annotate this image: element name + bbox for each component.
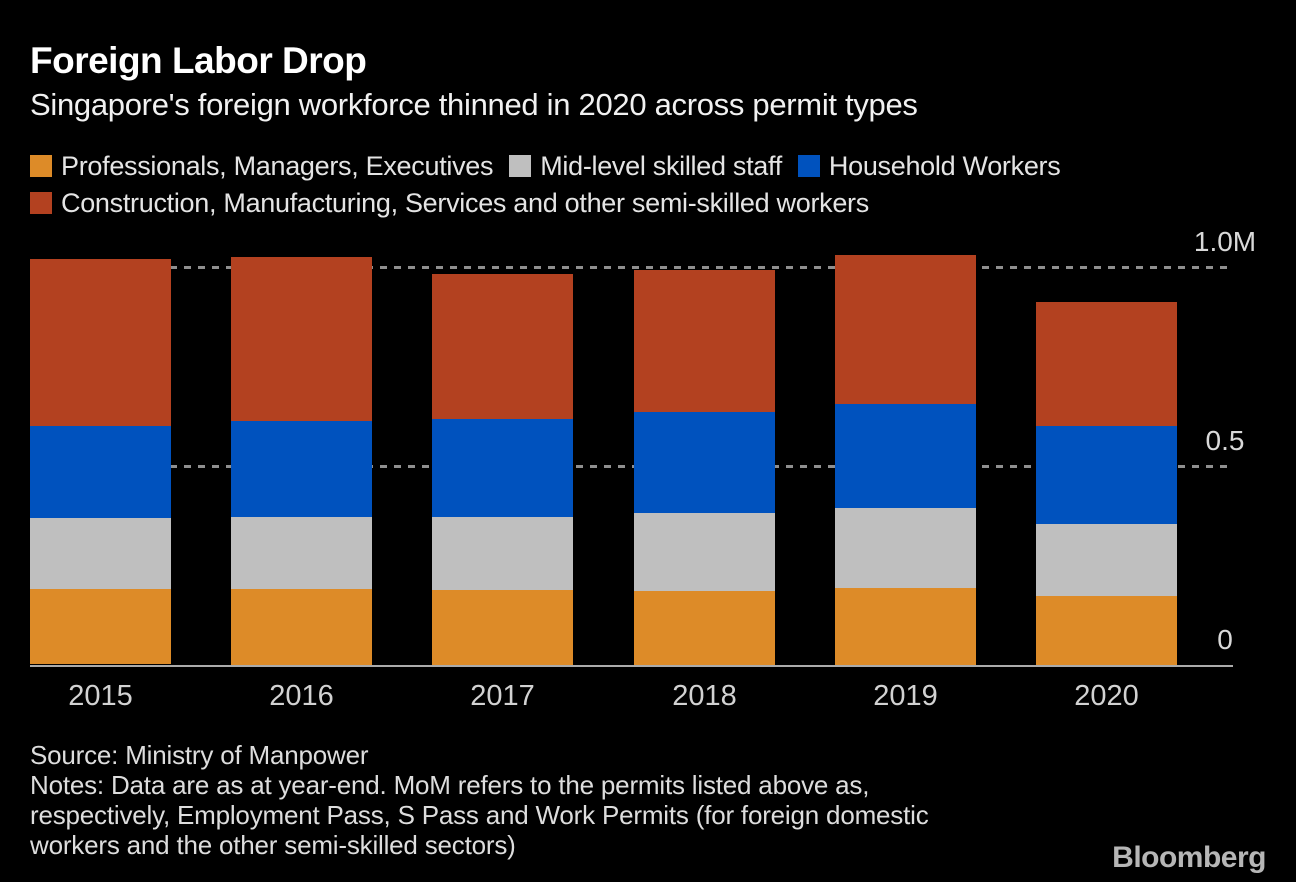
notes-line: respectively, Employment Pass, S Pass an… — [30, 800, 929, 830]
notes-line: workers and the other semi-skilled secto… — [30, 830, 516, 860]
x-axis-label-2017: 2017 — [470, 680, 535, 712]
legend-item-pme: Professionals, Managers, Executives — [30, 150, 494, 182]
segment-2017-professionals — [432, 590, 573, 665]
segment-2016-mid-level-skilled-staff — [231, 517, 372, 589]
page-title: Foreign Labor Drop — [30, 40, 367, 81]
y-axis-label-0: 0 — [1217, 624, 1233, 655]
segment-2018-household-workers — [634, 412, 775, 513]
legend: Professionals, Managers, Executives Mid-… — [30, 151, 1076, 225]
bar-2020 — [1036, 302, 1177, 665]
page-subtitle: Singapore's foreign workforce thinned in… — [30, 87, 918, 122]
segment-2019-household-workers — [835, 404, 976, 508]
segment-2017-construction — [432, 274, 573, 419]
x-axis-label-2020: 2020 — [1074, 680, 1139, 712]
y-axis-label-0.5: 0.5 — [1205, 425, 1245, 456]
bar-2019 — [835, 255, 976, 665]
legend-item-construction: Construction, Manufacturing, Services an… — [30, 188, 869, 219]
segment-2019-mid-level-skilled-staff — [835, 508, 976, 588]
notes-line: Notes: Data are as at year-end. MoM refe… — [30, 770, 870, 800]
x-axis-line — [30, 665, 1233, 667]
segment-2016-professionals — [231, 589, 372, 665]
legend-item-household: Household Workers — [797, 150, 1061, 182]
x-axis-label-2015: 2015 — [68, 680, 133, 712]
source-text: Source: Ministry of Manpower — [30, 740, 369, 770]
segment-2020-mid-level-skilled-staff — [1036, 524, 1177, 596]
bar-2015 — [30, 259, 171, 665]
segment-2015-construction — [30, 259, 171, 426]
y-axis-label-1.0M: 1.0M — [1193, 226, 1257, 257]
segment-2019-construction — [835, 255, 976, 404]
midlevel-swatch-icon — [509, 155, 532, 177]
legend-row-1: Professionals, Managers, Executives Mid-… — [30, 151, 1076, 181]
segment-2018-construction — [634, 270, 775, 412]
segment-2018-professionals — [634, 591, 775, 665]
legend-item-label: Professionals, Managers, Executives — [61, 150, 494, 181]
x-axis-label-2019: 2019 — [873, 680, 938, 712]
segment-2015-professionals — [30, 589, 171, 664]
household-swatch-icon — [797, 155, 820, 177]
bloomberg-logo: Bloomberg — [1112, 841, 1266, 874]
legend-item-midlevel: Mid-level skilled staff — [509, 151, 782, 182]
legend-item-label: Construction, Manufacturing, Services an… — [61, 187, 869, 218]
bar-2017 — [432, 274, 573, 665]
segment-2020-construction — [1036, 302, 1177, 426]
segment-2020-professionals — [1036, 596, 1177, 665]
segment-2015-mid-level-skilled-staff — [30, 518, 171, 589]
pme-swatch-icon — [30, 155, 52, 177]
segment-2019-professionals — [835, 588, 976, 665]
segment-2015-household-workers — [30, 426, 171, 518]
legend-item-label: Mid-level skilled staff — [540, 150, 782, 181]
bar-2018 — [634, 270, 775, 665]
gridline-0.5 — [30, 465, 1233, 468]
legend-item-label: Household Workers — [828, 150, 1061, 181]
construction-swatch-icon — [30, 192, 52, 214]
gridline-1 — [30, 266, 1233, 269]
bar-2016 — [231, 257, 372, 665]
legend-row-2: Construction, Manufacturing, Services an… — [30, 188, 1076, 218]
x-axis-label-2016: 2016 — [269, 680, 334, 712]
segment-2020-household-workers — [1036, 426, 1177, 524]
x-axis-label-2018: 2018 — [672, 680, 737, 712]
segment-2016-construction — [231, 257, 372, 421]
segment-2017-household-workers — [432, 419, 573, 517]
segment-2018-mid-level-skilled-staff — [634, 513, 775, 591]
segment-2017-mid-level-skilled-staff — [432, 517, 573, 590]
segment-2016-household-workers — [231, 421, 372, 517]
